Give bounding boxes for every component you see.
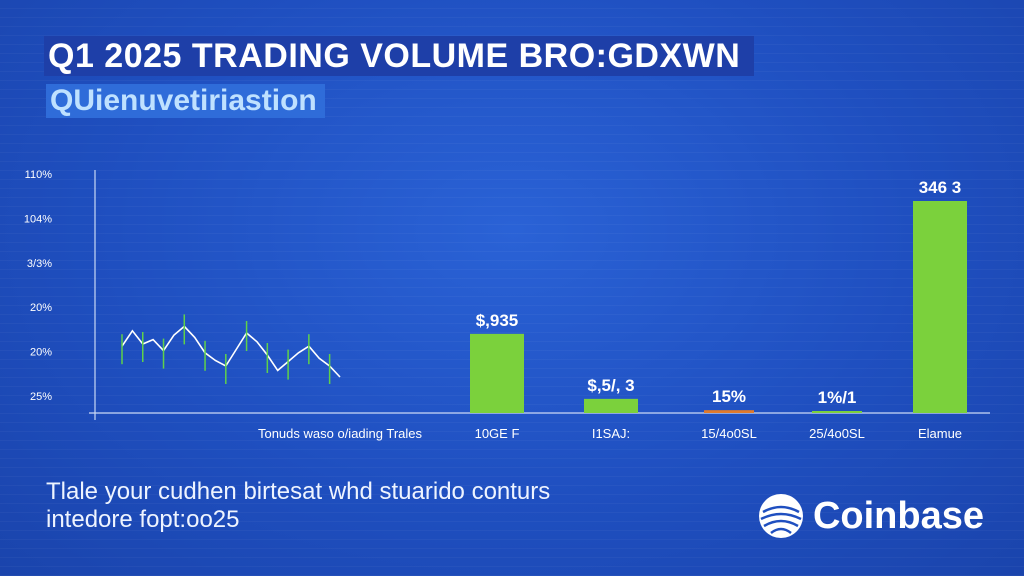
y-tick-label: 3/3% [27, 258, 52, 270]
brand-logo: Coinbase [757, 492, 984, 540]
y-tick-label: 20% [30, 302, 52, 314]
bar [913, 201, 967, 413]
bar-value-label: 1%/1 [818, 388, 857, 407]
category-label: 15/4o0SL [701, 426, 757, 441]
bar [470, 333, 524, 413]
brand-name: Coinbase [812, 494, 984, 537]
bar [584, 398, 638, 413]
category-label: 25/4o0SL [809, 426, 865, 441]
chart-subtitle: QUienuvetiriastion [46, 84, 325, 118]
bar [812, 411, 862, 413]
y-tick-label: 104% [24, 213, 52, 225]
bar-value-label: $,5/, 3 [587, 376, 634, 395]
bar-value-label: 346 3 [919, 178, 962, 197]
sparkline-path [121, 325, 341, 378]
chart-area: 110% 104% 3/3% 20% 20% 25% $,935 $,5/, 3 15% 1%/1… [24, 169, 990, 441]
chart-title: Q1 2025 TRADING VOLUME BRO:GDXWN [44, 36, 755, 76]
bar-value-label: $,935 [476, 311, 519, 330]
category-label: Elamue [918, 426, 962, 441]
coinbase-globe-icon [758, 494, 803, 538]
footer-line-2: intedore fopt:oo25 [46, 506, 240, 533]
y-tick-label: 25% [30, 391, 52, 403]
footer-text: Tlale your cudhen birtesat whd stuarido … [46, 478, 550, 534]
footer-line-1: Tlale your cudhen birtesat whd stuarido … [46, 478, 551, 505]
bar-value-label: 15% [712, 387, 746, 406]
bar [704, 410, 754, 413]
y-tick-label: 20% [30, 347, 52, 359]
category-label: I1SAJ: [592, 426, 630, 441]
category-label: 10GE F [475, 426, 520, 441]
category-label: Tonuds waso o/iading Trales [258, 426, 423, 441]
y-tick-label: 110% [25, 169, 53, 181]
